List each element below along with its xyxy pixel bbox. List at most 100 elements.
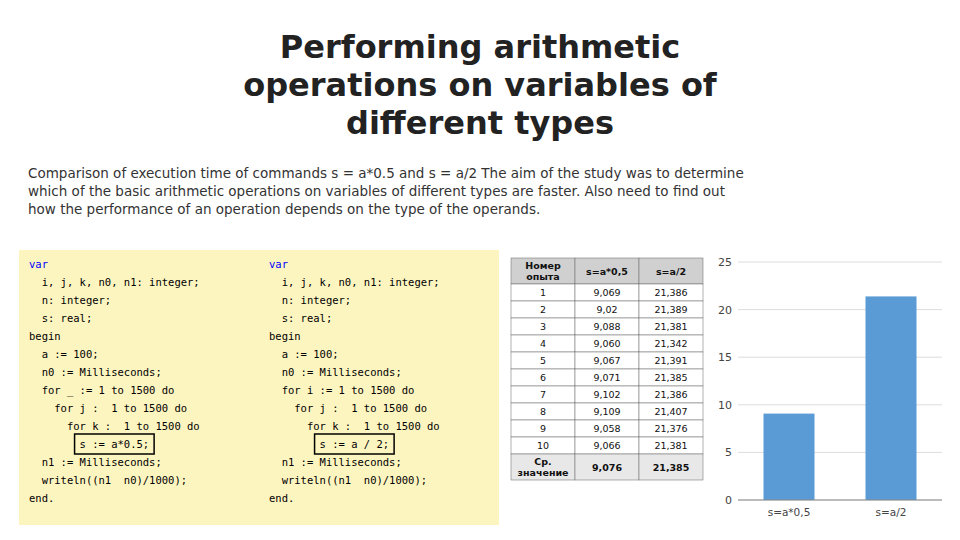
code-line: n0 := Milliseconds; — [269, 366, 402, 378]
table-text: 21,391 — [654, 355, 687, 366]
table-text-line: 9,066 — [593, 440, 620, 451]
code-line: for j : 1 to 1500 do — [29, 402, 187, 414]
table-cell — [575, 420, 639, 437]
code-line: writeln((n1 n0)/1000); — [269, 474, 427, 486]
table-text-line: 9,067 — [593, 355, 620, 366]
table-text-line: 21,407 — [654, 406, 687, 417]
table-text-line: s=a*0,5 — [586, 266, 628, 277]
code-line: var — [269, 258, 288, 270]
table-text: 21,381 — [654, 440, 687, 451]
table-text: s=a/2 — [656, 266, 686, 277]
table-text-line: s=a/2 — [656, 266, 686, 277]
table-text: 10 — [537, 440, 549, 451]
y-tick-label: 25 — [718, 256, 732, 269]
x-axis-line — [738, 500, 942, 501]
table-cell — [575, 318, 639, 335]
table-cell — [511, 369, 575, 386]
table-cell — [575, 258, 639, 284]
code-line: for k : 1 to 1500 do — [269, 420, 440, 432]
table-text-line: 21,385 — [653, 462, 690, 473]
table-text-line: 21,386 — [654, 389, 687, 400]
table-text: 8 — [540, 406, 546, 417]
table-text: 9,071 — [593, 372, 620, 383]
table-cell — [511, 301, 575, 318]
table-text: 9,088 — [593, 321, 620, 332]
table-cell — [511, 335, 575, 352]
table-text-line: Номер — [525, 260, 561, 271]
table-cell — [575, 386, 639, 403]
table-cell — [575, 335, 639, 352]
title: Performing arithmeticoperations on varia… — [243, 28, 718, 142]
table-cell — [511, 284, 575, 301]
table-cell — [639, 437, 703, 454]
table-text-line: опыта — [526, 271, 560, 282]
table-text-line: 2 — [540, 304, 546, 315]
code-line: s: real; — [29, 312, 92, 324]
highlight-box — [75, 434, 155, 454]
table-text: 9 — [540, 423, 546, 434]
title-line: operations on variables of — [243, 66, 718, 104]
y-tick-label: 0 — [725, 494, 732, 507]
table-text: 6 — [540, 372, 546, 383]
code-line: begin — [269, 330, 301, 342]
table: Номеропытаs=a*0,5s=a/219,06921,38629,022… — [511, 258, 703, 480]
table-text-line: 21,381 — [654, 440, 687, 451]
table-text-line: Ср. — [534, 456, 551, 467]
table-cell — [575, 301, 639, 318]
table-cell — [639, 403, 703, 420]
highlight-box — [315, 434, 395, 454]
table-cell — [639, 420, 703, 437]
table-cell — [639, 258, 703, 284]
table-text: 9,109 — [593, 406, 620, 417]
subtitle-line: which of the basic arithmetic operations… — [28, 183, 725, 199]
code-line: end. — [29, 492, 54, 504]
table-text-line: 9,058 — [593, 423, 620, 434]
code-line: i, j, k, n0, n1: integer; — [29, 276, 200, 288]
table-text-line: 21,385 — [654, 372, 687, 383]
table-text: 2 — [540, 304, 546, 315]
table-text: Номеропыта — [525, 260, 561, 282]
code-line: begin — [29, 330, 61, 342]
table-text-line: 21,381 — [654, 321, 687, 332]
table-cell — [575, 352, 639, 369]
y-tick-label: 10 — [718, 399, 732, 412]
table-text: 9,02 — [596, 304, 617, 315]
table-text-line: 10 — [537, 440, 549, 451]
table-text-line: 21,376 — [654, 423, 687, 434]
grid-line — [738, 500, 942, 501]
table-text: 21,385 — [653, 462, 690, 473]
table-cell — [639, 352, 703, 369]
table-text-line: 21,386 — [654, 287, 687, 298]
table-text: 3 — [540, 321, 546, 332]
code-line: for i := 1 to 1500 do — [269, 384, 414, 396]
bar-chart: 0510152025s=a*0,5s=a/2 — [718, 256, 942, 518]
table-text-line: 9,102 — [593, 389, 620, 400]
subtitle: Comparison of execution time of commands… — [28, 165, 744, 217]
table-text: 9,067 — [593, 355, 620, 366]
x-tick-label: s=a*0,5 — [768, 506, 811, 518]
table-cell — [575, 369, 639, 386]
code-line: n1 := Milliseconds; — [29, 456, 162, 468]
code-block: var i, j, k, n0, n1: integer; n: integer… — [29, 258, 200, 504]
table-text-line: 9,076 — [592, 462, 622, 473]
table-text-line: 21,342 — [654, 338, 687, 349]
code-line: s := a / 2; — [269, 438, 389, 450]
table-text: 4 — [540, 338, 546, 349]
y-tick-label: 5 — [725, 446, 732, 459]
table-cell — [639, 335, 703, 352]
code-line: for j : 1 to 1500 do — [269, 402, 427, 414]
table-text-line: 21,389 — [654, 304, 687, 315]
table-text-line: 3 — [540, 321, 546, 332]
y-tick-label: 15 — [718, 351, 732, 364]
table-text: s=a*0,5 — [586, 266, 628, 277]
bar — [866, 296, 917, 500]
table-text: 9,060 — [593, 338, 620, 349]
table-cell — [639, 284, 703, 301]
table-cell — [575, 284, 639, 301]
table-cell — [575, 454, 639, 480]
table-text-line: 21,391 — [654, 355, 687, 366]
table-text-line: 9,02 — [596, 304, 617, 315]
table-cell — [639, 318, 703, 335]
table-text-line: 6 — [540, 372, 546, 383]
code-background — [19, 250, 499, 525]
